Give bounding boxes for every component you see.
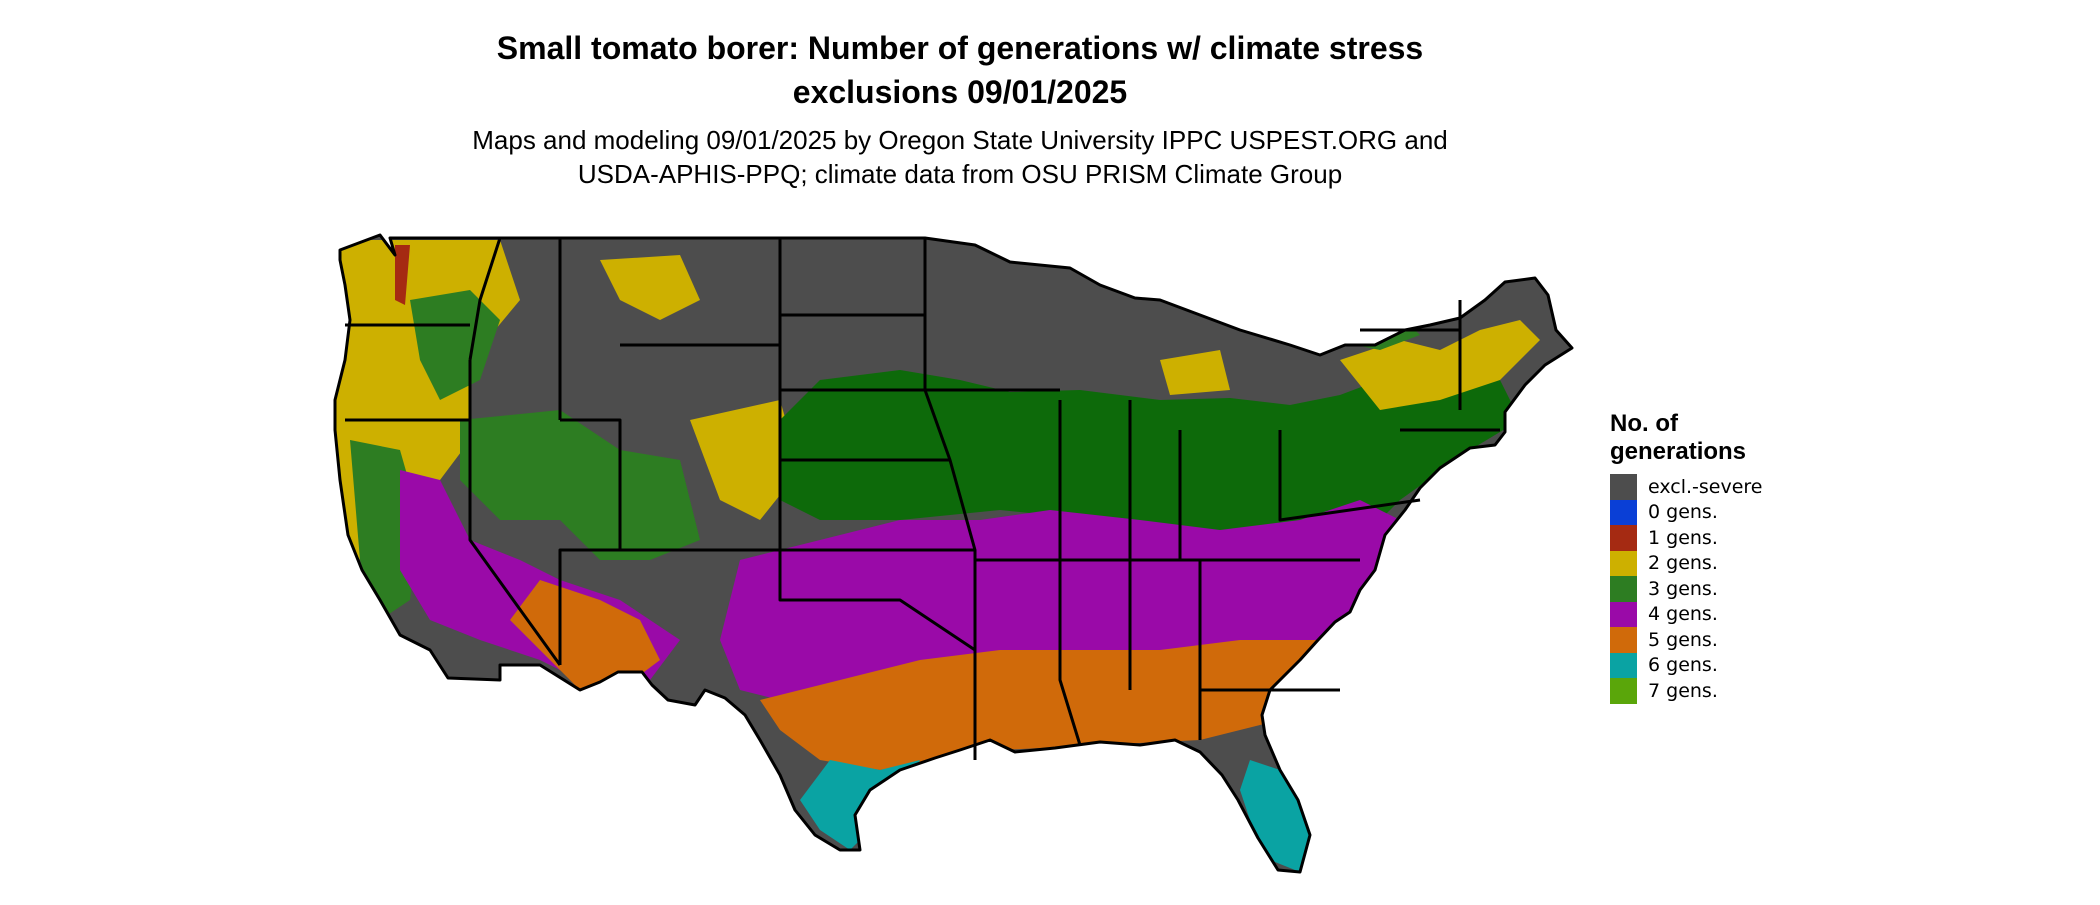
fill-mi-2gens — [1160, 350, 1230, 395]
fill-az-5gens — [510, 580, 660, 690]
legend-swatch — [1610, 550, 1637, 576]
legend-item: excl.-severe — [1610, 474, 1870, 500]
fill-ne-2gens — [1340, 320, 1540, 410]
title-line-1: Small tomato borer: Number of generation… — [496, 30, 1424, 66]
fill-fl-6gens — [1240, 760, 1310, 872]
border-mn-ia-mo — [923, 238, 977, 650]
legend-label: 7 gens. — [1648, 679, 1718, 702]
fill-mt-2gens — [600, 255, 700, 320]
border-wa-id — [468, 237, 502, 361]
fill-gulf-5gens — [760, 600, 1380, 770]
legend-title-line-1: No. of — [1610, 410, 1678, 437]
border-il — [1058, 400, 1082, 746]
legend-item: 4 gens. — [1610, 601, 1870, 627]
border-ok-tx — [778, 550, 976, 652]
us-map-svg — [333, 233, 1574, 874]
border-ut — [560, 418, 622, 550]
legend-swatch — [1610, 652, 1637, 678]
legend-item: 3 gens. — [1610, 576, 1870, 602]
legend-swatch — [1610, 576, 1637, 602]
legend-swatch — [1610, 525, 1637, 551]
legend-label: 1 gens. — [1648, 526, 1718, 549]
border-nv — [468, 420, 562, 666]
map-subtitle: Maps and modeling 09/01/2025 by Oregon S… — [250, 123, 1670, 191]
border-pa-va — [1278, 430, 1421, 522]
title-line-2: exclusions 09/01/2025 — [792, 74, 1128, 110]
legend-label: 3 gens. — [1648, 577, 1718, 600]
fill-1gen — [395, 245, 410, 305]
legend-item: 1 gens. — [1610, 525, 1870, 551]
legend-item: 5 gens. — [1610, 627, 1870, 653]
subtitle-line-2: USDA-APHIS-PPQ; climate data from OSU PR… — [577, 159, 1343, 189]
map-title: Small tomato borer: Number of generation… — [250, 26, 1670, 114]
legend: No. of generations excl.-severe 0 gens. 1 … — [1610, 410, 1870, 704]
legend-title-line-2: generations — [1610, 438, 1747, 465]
legend-swatch — [1610, 474, 1637, 500]
legend-swatch — [1610, 601, 1637, 627]
state-borders — [333, 233, 1574, 874]
legend-label: 0 gens. — [1648, 501, 1718, 524]
legend-swatch — [1610, 627, 1637, 653]
legend-item: 6 gens. — [1610, 652, 1870, 678]
legend-item: 7 gens. — [1610, 678, 1870, 704]
legend-label: 2 gens. — [1648, 552, 1718, 575]
subtitle-line-1: Maps and modeling 09/01/2025 by Oregon S… — [472, 125, 1448, 155]
legend-swatch — [1610, 678, 1637, 704]
legend-label: 4 gens. — [1648, 603, 1718, 626]
legend-items: excl.-severe 0 gens. 1 gens. 2 gens. 3 gens.… — [1610, 474, 1870, 704]
legend-swatch — [1610, 499, 1637, 525]
legend-item: 0 gens. — [1610, 499, 1870, 525]
us-map — [300, 220, 1600, 900]
legend-label: 5 gens. — [1648, 628, 1718, 651]
legend-title: No. of generations — [1610, 410, 1870, 466]
legend-item: 2 gens. — [1610, 550, 1870, 576]
generations-fill — [335, 235, 1572, 872]
fill-co-2gens — [690, 400, 800, 520]
legend-label: excl.-severe — [1648, 475, 1763, 498]
border-az — [558, 548, 620, 665]
fill-west-3gens-b — [460, 410, 700, 560]
legend-label: 6 gens. — [1648, 654, 1718, 677]
